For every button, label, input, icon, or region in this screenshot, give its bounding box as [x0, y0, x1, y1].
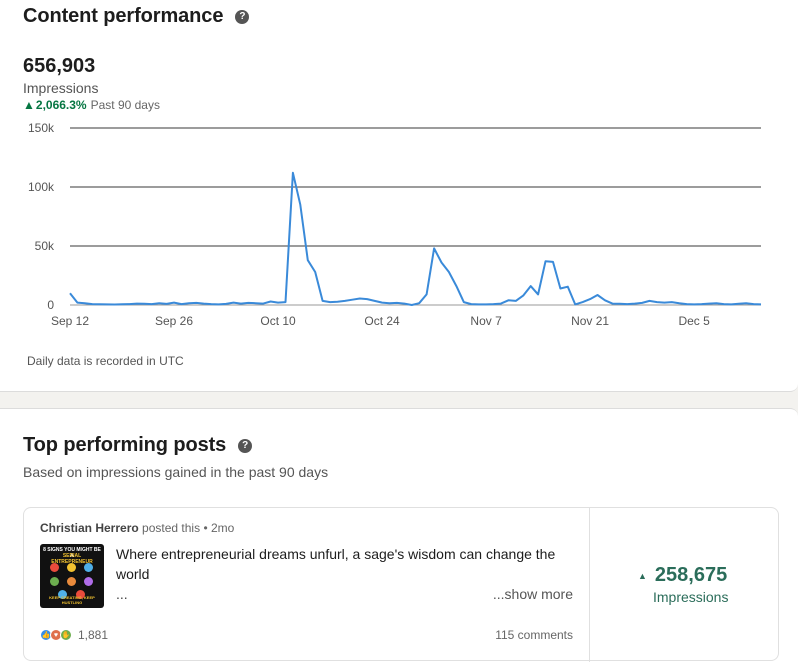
post-author-line: Christian Herrero posted this • 2mo: [40, 521, 234, 535]
thumb-figure: [76, 590, 85, 599]
post-thumbnail[interactable]: 8 SIGNS YOU MIGHT BE A SERIAL ENTREPRENE…: [40, 544, 104, 608]
x-tick-label: Sep 26: [155, 314, 193, 328]
impressions-chart: 0 50k 100k 150k Sep 12 Sep 26 Oct 10 Oct 24 Nov…: [28, 121, 762, 328]
x-tick-label: Oct 10: [260, 314, 296, 328]
thumb-figure: [50, 563, 59, 572]
post-content-area[interactable]: Christian Herrero posted this • 2mo 8 SI…: [24, 508, 590, 662]
thumb-figure: [84, 563, 93, 572]
thumb-figure: [84, 577, 93, 586]
separator-dot: •: [203, 521, 208, 535]
top-post-card[interactable]: Christian Herrero posted this • 2mo 8 SI…: [23, 507, 779, 662]
post-author[interactable]: Christian Herrero: [40, 521, 139, 535]
show-more-link[interactable]: ...show more: [492, 586, 573, 602]
thumb-figure: [67, 577, 76, 586]
x-tick-label: Nov 21: [571, 314, 609, 328]
post-impressions-area: ▲ 258,675 Impressions: [590, 508, 778, 662]
impressions-series-line: [69, 171, 762, 306]
thumb-figure: [58, 590, 67, 599]
thumb-figure: [50, 577, 59, 586]
post-impressions: ▲ 258,675: [638, 564, 727, 587]
thumb-subheading: SERIAL ENTREPRENEUR: [51, 553, 93, 565]
total-impressions: 656,903: [23, 55, 96, 77]
post-text: Where entrepreneurial dreams unfurl, a s…: [116, 546, 556, 582]
delta-row: ▲ 2,066.3% Past 90 days: [23, 98, 160, 112]
content-performance-title-text: Content performance: [23, 5, 224, 27]
thumb-heading: 8 SIGNS YOU MIGHT BE A: [43, 547, 101, 559]
post-action: posted this: [142, 521, 201, 535]
content-performance-title: Content performance ?: [23, 5, 250, 28]
question-circle-icon[interactable]: ?: [235, 9, 250, 24]
comments-count[interactable]: 115 comments: [495, 628, 573, 642]
thumb-figure: [67, 563, 76, 572]
celebrate-icon: ✋: [60, 629, 72, 641]
reactions-count: 1,881: [78, 628, 109, 642]
utc-note: Daily data is recorded in UTC: [27, 354, 184, 368]
question-circle-icon[interactable]: ?: [238, 438, 253, 453]
post-impressions-label: Impressions: [653, 589, 729, 605]
y-tick-label: 50k: [35, 239, 55, 253]
content-performance-card: Content performance ? 656,903 Impression…: [0, 0, 798, 392]
up-arrow-icon: ▲: [23, 98, 35, 112]
post-age: 2mo: [210, 521, 235, 535]
y-tick-label: 150k: [28, 121, 55, 135]
top-posts-title-text: Top performing posts: [23, 434, 227, 456]
x-tick-label: Sep 12: [51, 314, 89, 328]
x-tick-label: Oct 24: [364, 314, 400, 328]
x-tick-label: Nov 7: [470, 314, 502, 328]
top-posts-title: Top performing posts ?: [23, 434, 253, 457]
x-tick-label: Dec 5: [678, 314, 710, 328]
delta-period: Past 90 days: [90, 98, 160, 112]
y-tick-label: 0: [47, 298, 54, 312]
metric-label: Impressions: [23, 80, 99, 96]
delta-value: 2,066.3%: [35, 98, 87, 112]
up-arrow-icon: ▲: [638, 570, 647, 581]
top-posts-subtitle: Based on impressions gained in the past …: [23, 464, 329, 480]
post-impressions-value: 258,675: [654, 564, 728, 586]
like-icon: 👍: [40, 629, 52, 641]
y-tick-label: 100k: [28, 180, 55, 194]
reactions-row[interactable]: 👍 ♥ ✋ 1,881: [40, 628, 108, 642]
post-ellipsis: ...: [116, 586, 128, 602]
thumb-footer: KEEP CREATING, KEEP HUSTLING: [49, 595, 95, 605]
